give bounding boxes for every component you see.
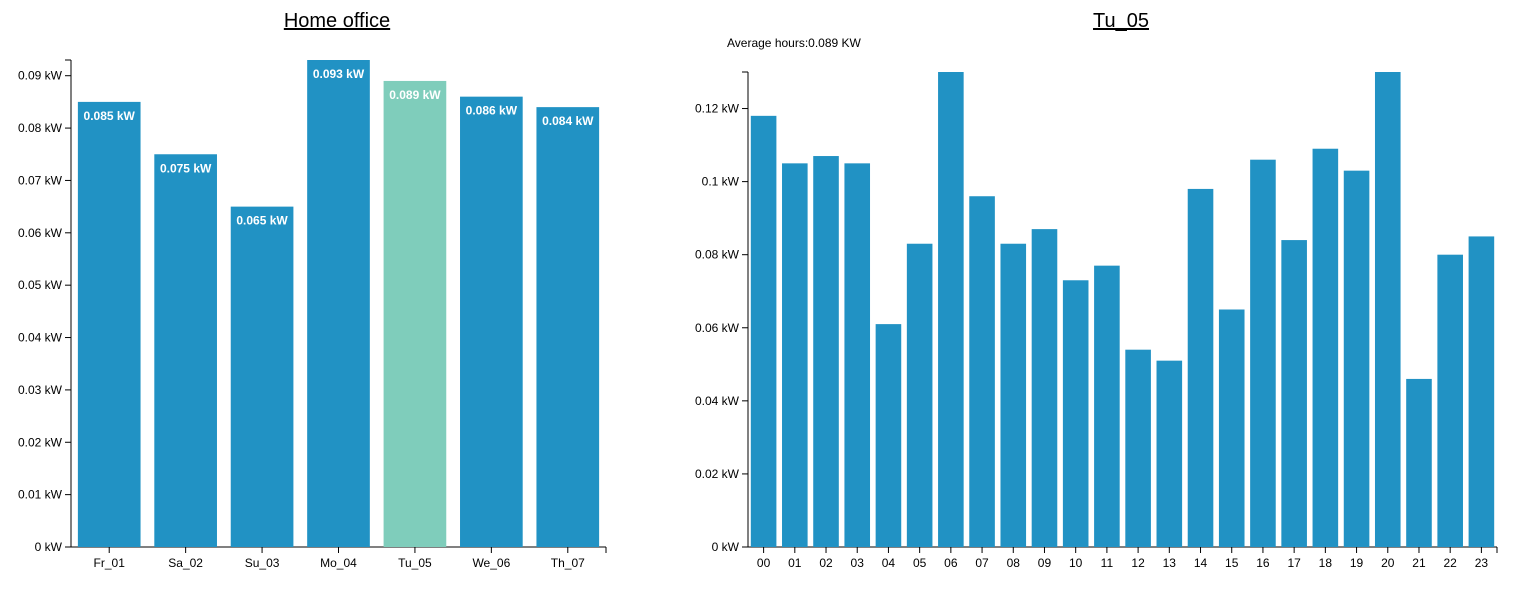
hourly-x-tick-label: 04 — [882, 556, 896, 570]
home-office-data-label: 0.093 kW — [313, 67, 365, 81]
home-office-y-tick-label: 0.09 kW — [18, 69, 63, 83]
home-office-x-tick-label: Sa_02 — [168, 556, 203, 570]
hourly-bar-13[interactable] — [1156, 360, 1183, 547]
home-office-bar-Su_03[interactable] — [230, 206, 294, 547]
home-office-bar-Th_07[interactable] — [536, 107, 600, 548]
home-office-y-tick-label: 0.08 kW — [18, 121, 63, 135]
home-office-y-tick-label: 0 kW — [35, 540, 63, 554]
hourly-x-tick-label: 05 — [913, 556, 927, 570]
hourly-x-tick-label: 02 — [819, 556, 833, 570]
home-office-x-tick-label: Mo_04 — [320, 556, 357, 570]
home-office-bar-Tu_05[interactable] — [383, 80, 447, 548]
hourly-x-tick-label: 12 — [1131, 556, 1145, 570]
home-office-y-tick-label: 0.01 kW — [18, 488, 63, 502]
home-office-bar-Fr_01[interactable] — [77, 101, 141, 548]
hourly-bar-19[interactable] — [1343, 170, 1370, 547]
home-office-x-tick-label: Th_07 — [551, 556, 585, 570]
home-office-y-tick-label: 0.03 kW — [18, 383, 63, 397]
hourly-bar-05[interactable] — [906, 243, 933, 547]
home-office-y-tick-label: 0.06 kW — [18, 226, 63, 240]
hourly-x-tick-label: 14 — [1194, 556, 1208, 570]
hourly-x-tick-label: 03 — [851, 556, 865, 570]
hourly-bar-08[interactable] — [1000, 243, 1027, 547]
home-office-x-tick-label: Fr_01 — [94, 556, 126, 570]
hourly-x-tick-label: 15 — [1225, 556, 1239, 570]
hourly-bar-06[interactable] — [938, 72, 964, 547]
hourly-bar-11[interactable] — [1094, 265, 1120, 547]
home-office-data-label: 0.089 kW — [389, 88, 441, 102]
hourly-x-tick-label: 23 — [1475, 556, 1489, 570]
hourly-y-tick-label: 0.02 kW — [695, 467, 740, 481]
hourly-bar-00[interactable] — [750, 115, 777, 547]
hourly-bar-23[interactable] — [1468, 236, 1495, 547]
hourly-x-tick-label: 10 — [1069, 556, 1083, 570]
hourly-bar-02[interactable] — [813, 156, 839, 548]
hourly-x-tick-label: 17 — [1287, 556, 1301, 570]
home-office-data-label: 0.065 kW — [236, 214, 288, 228]
hourly-y-tick-label: 0 kW — [712, 540, 740, 554]
hourly-x-tick-label: 09 — [1038, 556, 1052, 570]
hourly-y-tick-label: 0.12 kW — [695, 102, 740, 116]
hourly-bar-18[interactable] — [1312, 148, 1339, 547]
hourly-bar-15[interactable] — [1218, 309, 1245, 548]
home-office-x-tick-label: Su_03 — [245, 556, 280, 570]
home-office-y-tick-label: 0.07 kW — [18, 173, 63, 187]
hourly-x-tick-label: 19 — [1350, 556, 1364, 570]
home-office-y-tick-label: 0.02 kW — [18, 435, 63, 449]
hourly-x-tick-label: 06 — [944, 556, 958, 570]
hourly-y-tick-label: 0.1 kW — [702, 175, 740, 189]
hourly-bar-14[interactable] — [1187, 188, 1214, 547]
hourly-x-tick-label: 13 — [1163, 556, 1177, 570]
hourly-x-tick-label: 21 — [1412, 556, 1426, 570]
hourly-bar-20[interactable] — [1374, 72, 1401, 547]
hourly-y-tick-label: 0.08 kW — [695, 248, 740, 262]
hourly-x-tick-label: 22 — [1444, 556, 1458, 570]
hourly-bar-12[interactable] — [1125, 349, 1151, 547]
home-office-data-label: 0.084 kW — [542, 114, 594, 128]
average-hours-label: Average hours:0.089 KW — [727, 36, 861, 50]
hourly-x-tick-label: 00 — [757, 556, 771, 570]
hourly-bar-17[interactable] — [1281, 240, 1307, 548]
hourly-bar-10[interactable] — [1062, 280, 1089, 547]
day-detail-chart-title: Tu_05 — [1093, 10, 1149, 32]
hourly-x-tick-label: 01 — [788, 556, 802, 570]
home-office-data-label: 0.075 kW — [160, 161, 212, 175]
hourly-y-tick-label: 0.06 kW — [695, 321, 740, 335]
hourly-bar-04[interactable] — [875, 324, 902, 547]
hourly-bar-21[interactable] — [1406, 378, 1432, 547]
home-office-chart-title: Home office — [283, 10, 391, 32]
hourly-bar-01[interactable] — [782, 163, 808, 547]
hourly-x-tick-label: 08 — [1007, 556, 1021, 570]
home-office-data-label: 0.085 kW — [84, 109, 136, 123]
home-office-bar-Mo_04[interactable] — [307, 60, 370, 547]
home-office-bar-We_06[interactable] — [460, 96, 523, 547]
hourly-x-tick-label: 16 — [1256, 556, 1270, 570]
hourly-y-tick-label: 0.04 kW — [695, 394, 740, 408]
hourly-bar-16[interactable] — [1250, 159, 1276, 547]
home-office-x-tick-label: Tu_05 — [398, 556, 432, 570]
home-office-data-label: 0.086 kW — [466, 104, 518, 118]
home-office-y-tick-label: 0.05 kW — [18, 278, 63, 292]
home-office-x-tick-label: We_06 — [472, 556, 510, 570]
hourly-x-tick-label: 07 — [975, 556, 989, 570]
hourly-bar-22[interactable] — [1437, 254, 1463, 547]
home-office-bar-Sa_02[interactable] — [154, 154, 217, 548]
hourly-x-tick-label: 11 — [1101, 556, 1114, 570]
hourly-bar-09[interactable] — [1031, 229, 1058, 547]
hourly-x-tick-label: 20 — [1381, 556, 1395, 570]
hourly-x-tick-label: 18 — [1319, 556, 1333, 570]
home-office-y-tick-label: 0.04 kW — [18, 331, 63, 345]
hourly-bar-07[interactable] — [969, 196, 995, 547]
hourly-bar-03[interactable] — [844, 163, 871, 547]
